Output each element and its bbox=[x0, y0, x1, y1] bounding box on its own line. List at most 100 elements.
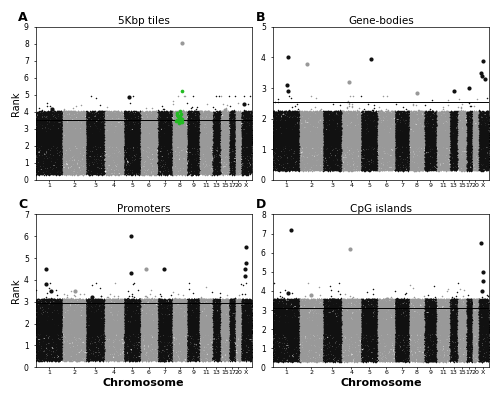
Point bbox=[108, 323, 116, 330]
Point bbox=[447, 312, 455, 318]
Point bbox=[345, 328, 353, 334]
Point bbox=[472, 312, 480, 318]
Point bbox=[319, 138, 327, 144]
Point bbox=[469, 296, 477, 302]
Point bbox=[319, 339, 327, 345]
Point bbox=[287, 296, 295, 302]
Point bbox=[417, 323, 425, 330]
Point bbox=[164, 322, 172, 328]
Point bbox=[78, 164, 86, 170]
Point bbox=[463, 113, 471, 119]
Point bbox=[480, 342, 488, 349]
Point bbox=[436, 302, 444, 308]
Point bbox=[366, 320, 374, 327]
Point bbox=[60, 167, 68, 174]
Point bbox=[350, 136, 358, 143]
Point bbox=[323, 137, 331, 144]
Point bbox=[284, 327, 292, 333]
Point bbox=[53, 302, 61, 308]
Point bbox=[207, 153, 215, 160]
Point bbox=[240, 122, 248, 129]
Point bbox=[294, 150, 302, 156]
Point bbox=[316, 329, 324, 336]
Point bbox=[195, 130, 203, 136]
Point bbox=[430, 297, 438, 303]
Point bbox=[128, 135, 136, 142]
Point bbox=[272, 297, 280, 303]
Point bbox=[352, 160, 360, 166]
Point bbox=[216, 162, 224, 168]
Point bbox=[355, 144, 363, 150]
Point bbox=[205, 326, 213, 332]
Point bbox=[75, 140, 83, 146]
Point bbox=[150, 352, 158, 358]
Point bbox=[324, 330, 332, 337]
Point bbox=[318, 133, 326, 139]
Point bbox=[422, 130, 430, 136]
Point bbox=[44, 119, 52, 125]
Point bbox=[82, 134, 90, 140]
Point bbox=[111, 141, 119, 148]
Point bbox=[54, 326, 62, 332]
Point bbox=[275, 334, 283, 340]
Point bbox=[120, 335, 128, 341]
Point bbox=[364, 312, 372, 318]
Point bbox=[327, 132, 335, 139]
Point bbox=[297, 124, 305, 131]
Point bbox=[105, 330, 113, 336]
Point bbox=[142, 311, 150, 317]
Point bbox=[290, 134, 298, 140]
Point bbox=[170, 135, 177, 142]
Point bbox=[344, 141, 351, 148]
Point bbox=[195, 138, 203, 145]
Point bbox=[192, 318, 200, 324]
Point bbox=[350, 133, 358, 139]
Point bbox=[96, 115, 104, 121]
Point bbox=[392, 133, 400, 140]
Point bbox=[325, 164, 333, 170]
Point bbox=[172, 322, 180, 328]
Point bbox=[70, 168, 78, 175]
Point bbox=[370, 354, 378, 360]
Point bbox=[397, 150, 405, 156]
Point bbox=[338, 335, 346, 341]
Point bbox=[345, 296, 353, 302]
Point bbox=[346, 316, 354, 323]
Point bbox=[179, 129, 187, 135]
Point bbox=[42, 320, 50, 326]
Point bbox=[270, 164, 278, 170]
Point bbox=[384, 146, 392, 152]
Point bbox=[36, 310, 44, 316]
Point bbox=[376, 323, 384, 329]
Point bbox=[168, 328, 176, 335]
Point bbox=[246, 141, 254, 147]
Point bbox=[236, 120, 244, 127]
Point bbox=[422, 133, 430, 139]
Point bbox=[408, 358, 416, 364]
Point bbox=[170, 347, 178, 353]
Point bbox=[406, 111, 414, 118]
Point bbox=[310, 138, 318, 144]
Point bbox=[212, 136, 220, 142]
Point bbox=[330, 122, 338, 128]
Point bbox=[312, 326, 320, 332]
Point bbox=[48, 122, 56, 128]
Point bbox=[460, 323, 468, 330]
Point bbox=[355, 143, 363, 149]
Point bbox=[348, 141, 356, 148]
Point bbox=[98, 316, 106, 323]
Point bbox=[46, 354, 54, 361]
Point bbox=[370, 352, 378, 358]
Point bbox=[424, 326, 432, 332]
Point bbox=[140, 109, 148, 116]
Point bbox=[77, 128, 85, 135]
Point bbox=[284, 140, 292, 147]
Point bbox=[222, 157, 230, 163]
Point bbox=[392, 126, 400, 133]
Point bbox=[278, 137, 286, 144]
Point bbox=[63, 121, 71, 128]
Point bbox=[291, 318, 299, 325]
Point bbox=[386, 298, 394, 304]
Point bbox=[221, 121, 229, 127]
Point bbox=[236, 297, 244, 303]
